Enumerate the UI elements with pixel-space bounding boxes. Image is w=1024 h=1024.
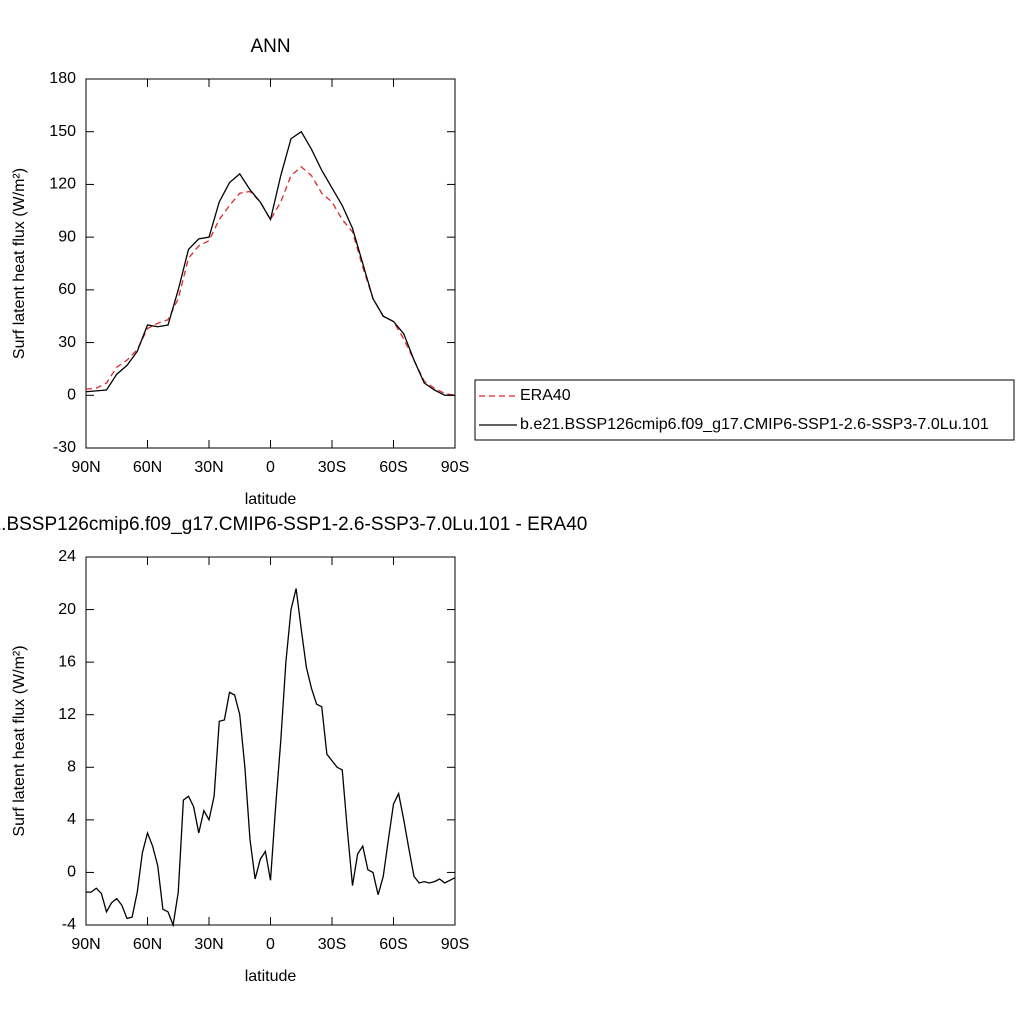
y-tick-label: 16 (58, 653, 76, 670)
x-tick-label: 0 (266, 459, 275, 476)
x-tick-label: 60S (379, 459, 407, 476)
x-axis-label: latitude (245, 968, 297, 985)
y-tick-label: 150 (49, 123, 76, 140)
x-tick-label: 90S (441, 936, 469, 953)
y-axis-label: Surf latent heat flux (W/m²) (11, 645, 28, 836)
x-tick-label: 90S (441, 459, 469, 476)
x-tick-label: 60N (133, 459, 162, 476)
y-tick-label: 0 (67, 864, 76, 881)
y-tick-label: -30 (53, 439, 76, 456)
y-tick-label: 90 (58, 228, 76, 245)
y-tick-label: 12 (58, 706, 76, 723)
y-tick-label: 20 (58, 601, 76, 618)
x-tick-label: 30N (194, 936, 223, 953)
y-tick-label: 120 (49, 176, 76, 193)
y-tick-label: 30 (58, 334, 76, 351)
chart-title: b.e21.BSSP126cmip6.f09_g17.CMIP6-SSP1-2.… (0, 514, 587, 535)
legend-label: ERA40 (520, 387, 571, 404)
y-tick-label: 4 (67, 811, 76, 828)
x-tick-label: 90N (71, 936, 100, 953)
x-tick-label: 30N (194, 459, 223, 476)
legend-label: b.e21.BSSP126cmip6.f09_g17.CMIP6-SSP1-2.… (520, 416, 989, 433)
x-tick-label: 60N (133, 936, 162, 953)
x-tick-label: 0 (266, 936, 275, 953)
series-line (85, 166, 456, 396)
x-tick-label: 60S (379, 936, 407, 953)
y-tick-label: -4 (62, 916, 76, 933)
series-line (86, 588, 456, 928)
x-tick-label: 90N (71, 459, 100, 476)
y-axis-label: Surf latent heat flux (W/m²) (11, 168, 28, 359)
y-tick-label: 180 (49, 70, 76, 87)
legend-box (474, 379, 1015, 441)
x-tick-label: 30S (318, 459, 346, 476)
chart-title: ANN (250, 36, 290, 57)
series-line (85, 130, 455, 396)
plot-frame (85, 556, 456, 926)
y-tick-label: 60 (58, 281, 76, 298)
y-tick-label: 8 (67, 759, 76, 776)
y-tick-label: 0 (67, 387, 76, 404)
plot-frame (85, 78, 456, 449)
y-tick-label: 24 (58, 548, 76, 565)
x-axis-label: latitude (245, 491, 297, 508)
x-tick-label: 30S (318, 936, 346, 953)
